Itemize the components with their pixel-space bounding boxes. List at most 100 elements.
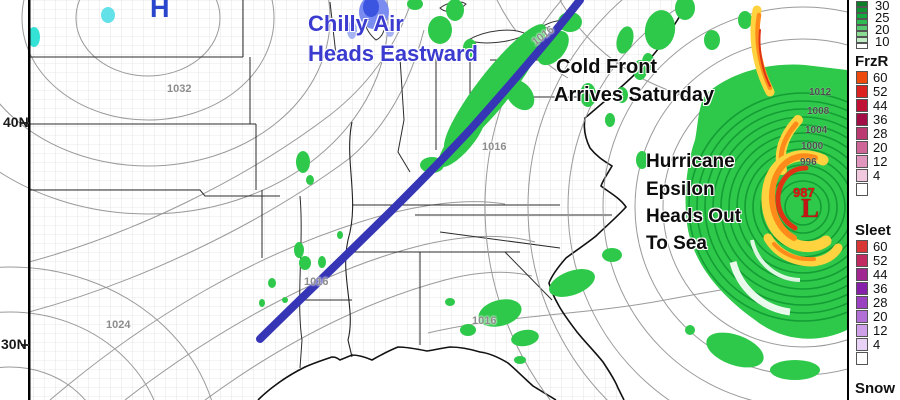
freezing-patches [28, 7, 115, 47]
legend-color-box [856, 7, 868, 13]
legend-value: 12 [873, 153, 888, 169]
legend-value: 30 [875, 0, 890, 13]
legend-color-box [856, 13, 868, 19]
legend-color-box [856, 351, 868, 365]
legend-value: 25 [875, 10, 890, 25]
isobars-midmap [28, 0, 846, 400]
legend-row: 28 [849, 294, 900, 310]
annotation-chilly-air-line1: Chilly Air [308, 11, 404, 36]
legend-color-box [856, 19, 868, 25]
legend-value: 28 [873, 125, 888, 141]
legend-value: 44 [873, 266, 888, 282]
isobar-label-1000: 1000 [801, 141, 824, 152]
isobar-label-1016-south: 1016 [472, 315, 497, 327]
legend-value: 10 [875, 34, 890, 49]
legend-color-box [856, 337, 868, 351]
hurricane-spiral-arms [750, 5, 843, 267]
coastline [257, 0, 691, 400]
legend-sleet-title: Sleet [855, 222, 891, 239]
legend-color-box [856, 154, 868, 168]
annotation-hurricane-line4: To Sea [646, 233, 707, 254]
legend-snow-title: Snow [855, 380, 895, 397]
legend-value: 52 [873, 252, 888, 268]
legend-value: 20 [873, 139, 888, 155]
annotation-cold-front-line1: Cold Front [556, 56, 658, 78]
legend-frzr-boxes: 60 52 44 36 [849, 70, 900, 196]
legend-row: 36 [849, 280, 900, 296]
hurricane-pressure-value: 987 [793, 185, 815, 200]
legend-color-box [856, 1, 868, 7]
legend-row: 44 [849, 97, 900, 113]
legend-color-box [856, 323, 868, 337]
legend-rain-labels: 30 25 20 10 [875, 0, 889, 48]
legend-color-box [856, 70, 868, 84]
legend-rain-boxes [856, 1, 868, 49]
legend-value: 4 [873, 167, 881, 183]
legend-color-box [856, 140, 868, 154]
annotation-hurricane-line3: Heads Out [646, 206, 742, 227]
legend-row: 12 [849, 323, 900, 338]
legend-row: 44 [849, 266, 900, 282]
legend-color-box [856, 309, 868, 323]
high-pressure-marker: H [150, 0, 170, 23]
legend-frzr-scale: FrzR 60 52 44 [849, 53, 900, 196]
lat-label-40n: 40N [3, 114, 29, 130]
annotation-hurricane-line2: Epsilon [646, 179, 715, 200]
legend-color-box [856, 98, 868, 112]
legend-value: 4 [873, 336, 881, 352]
legend-value: 36 [873, 280, 888, 296]
isobar-label-1032: 1032 [167, 83, 192, 95]
legend-sleet-scale: Sleet 60 52 44 [849, 222, 900, 365]
legend-row: 4 [849, 336, 900, 352]
legend-color-box [856, 295, 868, 309]
legend-row: 36 [849, 111, 900, 127]
legend-row [849, 351, 900, 365]
legend-color-box [856, 168, 868, 182]
isobar-label-1008: 1008 [807, 106, 830, 117]
legend-row: 52 [849, 83, 900, 99]
legend-color-box [856, 239, 868, 253]
legend-color-box [856, 112, 868, 126]
legend-value: 44 [873, 97, 888, 113]
legend-frzr-title: FrzR [855, 53, 889, 70]
legend-row: 20 [849, 309, 900, 324]
legend-row: 28 [849, 125, 900, 141]
legend-color-box [856, 267, 868, 281]
low-pressure-marker: L [801, 193, 820, 223]
legend-color-box [856, 182, 868, 196]
isobar-label-1012: 1012 [809, 87, 832, 98]
legend-value: 28 [873, 294, 888, 310]
isobar-label-1016-mid: 1016 [482, 141, 507, 153]
legend-color-box [856, 281, 868, 295]
legend-row: 60 [849, 69, 900, 85]
state-borders [29, 0, 612, 369]
isobar-label-996: 996 [800, 157, 817, 168]
legend-row: 52 [849, 252, 900, 268]
legend-row: 20 [849, 139, 900, 155]
legend-color-box [856, 37, 868, 43]
precip-type-legend: 30 25 20 10 FrzR 60 52 [847, 0, 900, 400]
legend-color-box [856, 43, 868, 49]
annotation-chilly-air-line2: Heads Eastward [308, 41, 478, 66]
legend-value: 52 [873, 83, 888, 99]
legend-row: 12 [849, 153, 900, 169]
latitude-ticks [21, 122, 29, 346]
legend-value: 36 [873, 111, 888, 127]
annotation-hurricane-line1: Hurricane [646, 151, 735, 172]
legend-color-box [856, 25, 868, 31]
legend-sleet-boxes: 60 52 44 36 [849, 239, 900, 365]
legend-row [849, 182, 900, 196]
legend-value: 20 [875, 22, 890, 37]
isobar-label-1016-west: 1016 [304, 276, 329, 288]
mississippi-river [345, 121, 354, 358]
legend-rain-scale: 30 25 20 10 [849, 0, 900, 52]
legend-row: 60 [849, 239, 900, 254]
legend-color-box [856, 126, 868, 140]
legend-color-box [856, 253, 868, 267]
legend-value: 60 [873, 69, 888, 85]
legend-color-box [856, 31, 868, 37]
legend-row: 4 [849, 167, 900, 183]
isobar-label-1004: 1004 [805, 125, 828, 136]
legend-color-box [856, 84, 868, 98]
snow-patches [347, 0, 394, 39]
